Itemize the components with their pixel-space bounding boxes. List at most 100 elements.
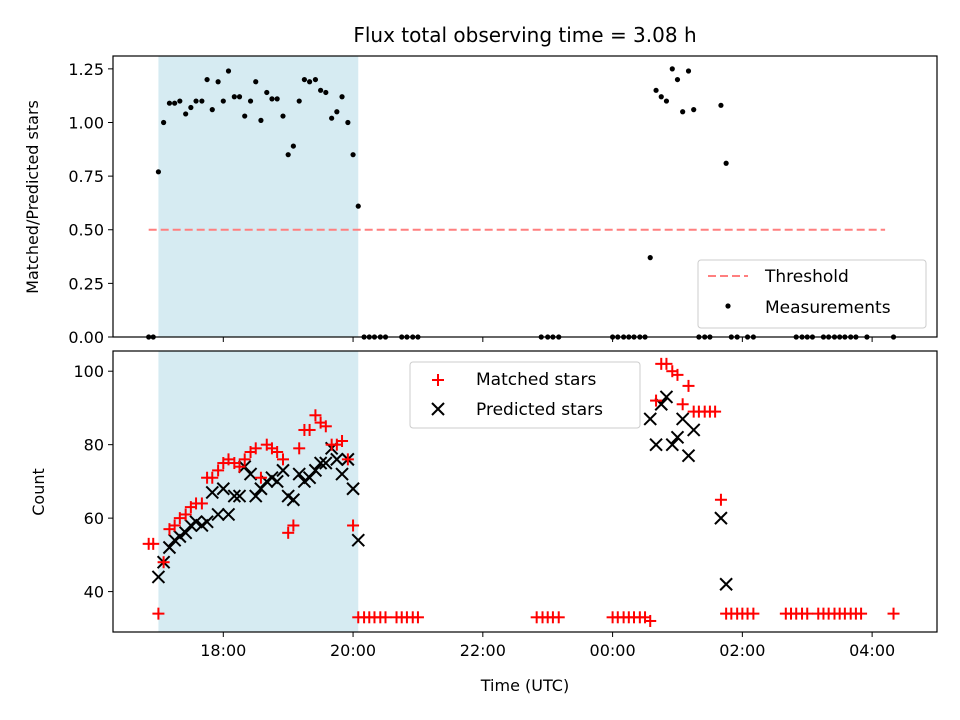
measurement-points — [146, 66, 897, 340]
predicted-star-marker — [189, 515, 203, 529]
measurement-point — [296, 98, 302, 104]
y-ticks-top: 0.00 0.25 0.50 0.75 1.00 1.25 — [68, 60, 113, 347]
predicted-star-marker — [270, 474, 284, 489]
predicted-star-marker — [243, 467, 258, 481]
measurement-point — [285, 152, 291, 158]
predicted-star-marker — [286, 493, 301, 507]
measurement-point — [691, 107, 697, 113]
y-axis-label-bottom: Count — [29, 468, 48, 516]
measurement-point — [269, 96, 275, 102]
matched-star-marker — [276, 453, 289, 466]
top-panel: 0.00 0.25 0.50 0.75 1.00 1.25 Flux total obse… — [23, 23, 938, 347]
legend-matched-swatch — [432, 374, 444, 386]
legend-predicted-label: Predicted stars — [476, 400, 603, 420]
predicted-star-marker — [681, 448, 696, 463]
predicted-star-marker — [686, 423, 701, 437]
predicted-star-marker — [227, 489, 242, 503]
x-tick-label: 00:00 — [590, 641, 636, 660]
predicted-star-marker — [151, 570, 166, 584]
measurement-point — [231, 94, 237, 100]
measurement-point — [199, 98, 205, 104]
matched-star-marker — [195, 497, 208, 510]
matched-star-marker — [682, 379, 695, 392]
measurement-point — [334, 109, 340, 115]
predicted-star-marker — [308, 463, 323, 478]
matched-star-marker — [282, 526, 295, 539]
measurement-point — [723, 160, 729, 166]
x-axis-label: Time (UTC) — [480, 676, 569, 695]
matched-star-marker — [379, 611, 392, 624]
predicted-star-marker — [714, 511, 728, 525]
y-ticks-bottom: 40 60 80 100 — [73, 362, 113, 602]
predicted-star-marker — [351, 533, 365, 547]
y-tick-label: 100 — [73, 362, 104, 381]
matched-star-marker — [660, 357, 673, 370]
predicted-star-marker — [232, 489, 247, 503]
legend-top: Threshold Measurements — [697, 259, 927, 329]
predicted-star-marker — [302, 471, 317, 485]
matched-star-marker — [336, 434, 349, 447]
measurement-point — [264, 89, 270, 96]
measurement-point — [647, 255, 653, 261]
x-ticks-top — [222, 337, 873, 342]
x-ticks-bottom: 18:00 20:00 22:00 00:00 02:00 04:00 — [200, 632, 895, 660]
chart-title: Flux total observing time = 3.08 h — [353, 23, 696, 47]
y-axis-label-top: Matched/Predicted stars — [23, 100, 42, 294]
measurement-point — [345, 119, 351, 126]
matched-star-marker — [650, 394, 663, 407]
matched-star-marker — [168, 519, 181, 532]
measurement-point — [220, 98, 226, 104]
measurement-point — [183, 111, 189, 117]
legend-measurements-swatch — [725, 303, 731, 309]
matched-star-marker — [552, 611, 565, 624]
matched-star-marker — [411, 611, 424, 624]
x-tick-label: 20:00 — [330, 641, 376, 660]
predicted-star-marker — [330, 452, 344, 467]
measurement-point — [329, 115, 335, 121]
measurement-point — [658, 94, 664, 100]
legend-top-box — [697, 259, 927, 329]
measurement-point — [166, 100, 173, 106]
measurement-point — [215, 79, 221, 85]
predicted-star-marker — [216, 482, 231, 496]
measurement-point — [350, 152, 356, 158]
matched-star-marker — [254, 471, 267, 484]
matched-star-marker — [801, 607, 814, 620]
measurement-point — [280, 113, 286, 119]
measurement-point — [339, 94, 345, 100]
legend-bottom: Matched stars Predicted stars — [409, 361, 641, 429]
predicted-star-marker — [665, 437, 679, 452]
measurement-point — [161, 119, 167, 126]
matched-star-marker — [293, 442, 306, 455]
predicted-star-marker — [346, 482, 360, 496]
axes-frame-top — [112, 55, 938, 338]
measurement-point — [225, 68, 232, 74]
predicted-star-marker — [670, 430, 685, 445]
matched-star-marker — [271, 446, 284, 459]
predicted-star-marker — [276, 463, 290, 478]
measurement-point — [306, 79, 313, 85]
measurement-point — [290, 143, 296, 149]
matched-star-marker — [233, 460, 246, 473]
legend-predicted-swatch — [431, 402, 445, 416]
predicted-star-marker — [221, 507, 236, 522]
matched-stars-points — [142, 357, 900, 627]
measurement-point — [312, 76, 319, 83]
bottom-panel: 40 60 80 100 18:00 20:00 22:00 00:00 02:00 04:00… — [29, 350, 938, 695]
measurement-point — [680, 109, 686, 115]
measurement-point — [318, 87, 324, 93]
measurement-point — [155, 169, 162, 175]
matched-star-marker — [671, 368, 684, 381]
measurement-point — [718, 102, 724, 108]
measurement-point — [204, 76, 210, 83]
y-tick-label: 1.00 — [68, 113, 104, 132]
matched-star-marker — [709, 405, 722, 418]
measurement-point — [685, 68, 692, 74]
legend-matched-label: Matched stars — [476, 370, 596, 390]
matched-star-marker — [157, 556, 170, 569]
x-tick-label: 18:00 — [200, 641, 246, 660]
measurement-point — [242, 113, 248, 119]
matched-star-marker — [238, 453, 251, 466]
matched-star-marker — [249, 442, 262, 455]
